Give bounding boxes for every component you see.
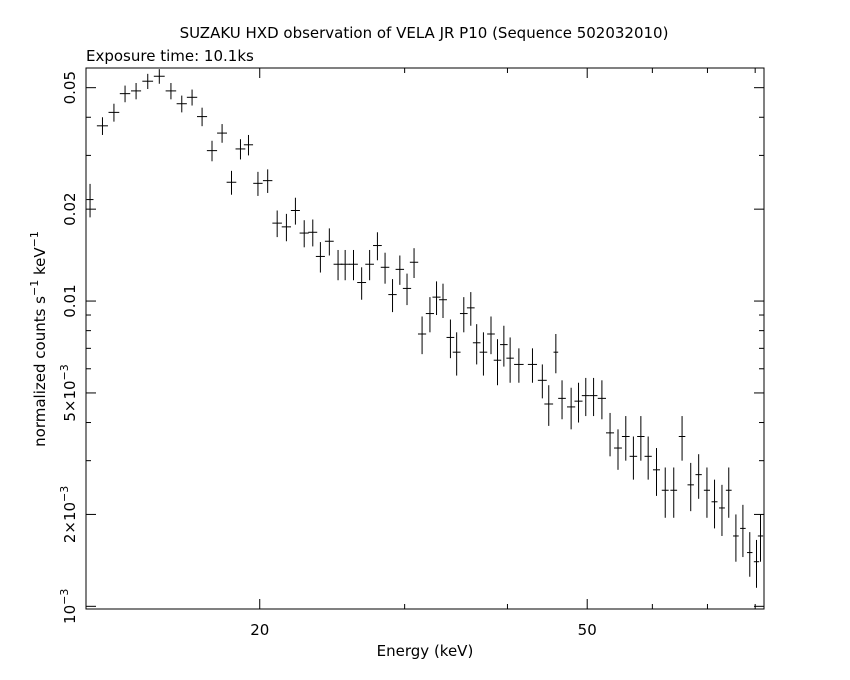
data-point bbox=[395, 255, 405, 285]
data-point bbox=[605, 412, 615, 457]
data-point bbox=[581, 377, 590, 417]
data-point bbox=[544, 385, 554, 426]
data-point bbox=[452, 332, 461, 376]
data-point bbox=[574, 382, 583, 423]
data-points bbox=[86, 69, 764, 588]
data-point bbox=[226, 170, 237, 195]
y-tick-label: 0.02 bbox=[61, 192, 79, 225]
data-point bbox=[333, 249, 343, 281]
data-point bbox=[597, 380, 606, 420]
data-point bbox=[527, 348, 538, 383]
data-point bbox=[324, 228, 334, 256]
data-point bbox=[235, 139, 246, 160]
data-point bbox=[753, 539, 760, 588]
y-axis-ticks: 10−3 2×10−3 5×10−3 0.01 0.02 0.05 bbox=[58, 71, 764, 624]
data-point bbox=[652, 448, 661, 496]
data-point bbox=[153, 69, 165, 84]
data-point bbox=[500, 325, 508, 367]
data-point bbox=[86, 183, 94, 218]
data-point bbox=[621, 416, 630, 461]
data-point bbox=[176, 95, 187, 113]
data-point bbox=[373, 232, 382, 261]
data-point bbox=[130, 82, 142, 100]
data-point bbox=[349, 249, 358, 281]
data-point bbox=[472, 324, 481, 365]
data-point bbox=[299, 220, 309, 248]
data-point bbox=[243, 134, 254, 156]
data-point bbox=[514, 348, 524, 383]
data-point bbox=[402, 273, 412, 306]
data-point bbox=[119, 85, 131, 103]
data-point bbox=[409, 248, 419, 278]
data-point bbox=[142, 73, 154, 90]
data-point bbox=[253, 171, 263, 196]
data-point bbox=[196, 107, 208, 127]
y-tick-label: 0.01 bbox=[61, 284, 79, 317]
data-point bbox=[711, 479, 718, 529]
data-point bbox=[566, 387, 576, 430]
data-point bbox=[357, 267, 367, 300]
chart-title: SUZAKU HXD observation of VELA JR P10 (S… bbox=[180, 24, 669, 42]
data-point bbox=[217, 124, 228, 143]
data-point bbox=[537, 364, 547, 399]
data-point bbox=[281, 213, 292, 242]
data-point bbox=[290, 197, 300, 225]
data-point bbox=[703, 467, 710, 518]
data-point bbox=[629, 436, 638, 480]
plot-frame bbox=[85, 67, 765, 610]
data-point bbox=[165, 82, 177, 100]
data-point bbox=[365, 249, 374, 281]
x-tick-label: 50 bbox=[578, 621, 597, 639]
data-point bbox=[757, 514, 764, 562]
data-point bbox=[96, 117, 108, 135]
data-point bbox=[678, 416, 686, 461]
data-point bbox=[446, 319, 455, 359]
data-point bbox=[670, 467, 678, 518]
data-point bbox=[733, 514, 739, 562]
data-point bbox=[439, 283, 447, 318]
data-point bbox=[747, 532, 753, 577]
data-point bbox=[553, 333, 559, 374]
x-tick-label: 20 bbox=[250, 621, 269, 639]
data-point bbox=[206, 140, 218, 162]
y-axis-label: normalized counts s−1 keV−1 bbox=[28, 231, 49, 447]
data-point bbox=[493, 339, 502, 386]
data-point bbox=[695, 454, 702, 499]
data-point bbox=[687, 462, 694, 512]
y-tick-label: 10−3 bbox=[58, 589, 79, 624]
data-point bbox=[272, 210, 282, 238]
data-point bbox=[459, 297, 468, 333]
data-point bbox=[417, 316, 427, 355]
x-axis-ticks: 20 50 bbox=[250, 68, 756, 639]
data-point bbox=[558, 380, 566, 420]
data-point bbox=[725, 467, 732, 518]
x-axis-label: Energy (keV) bbox=[377, 642, 474, 660]
data-point bbox=[432, 281, 441, 316]
data-point bbox=[380, 252, 390, 284]
data-point bbox=[466, 292, 475, 326]
data-point bbox=[388, 279, 397, 313]
data-point bbox=[637, 416, 645, 461]
data-point bbox=[740, 504, 746, 558]
data-point bbox=[315, 242, 325, 273]
data-point bbox=[644, 436, 652, 480]
data-point bbox=[661, 467, 669, 518]
data-point bbox=[589, 377, 598, 417]
y-tick-label: 0.05 bbox=[61, 71, 79, 104]
data-point bbox=[425, 297, 435, 333]
data-point bbox=[308, 219, 318, 247]
data-point bbox=[719, 484, 725, 536]
data-point bbox=[340, 249, 350, 281]
data-point bbox=[479, 332, 488, 376]
data-point bbox=[506, 337, 514, 383]
y-tick-label: 5×10−3 bbox=[58, 364, 79, 421]
data-point bbox=[614, 429, 622, 470]
chart-subtitle: Exposure time: 10.1ks bbox=[86, 47, 254, 65]
y-tick-label: 2×10−3 bbox=[58, 486, 79, 543]
data-point bbox=[262, 169, 273, 193]
data-point bbox=[108, 103, 120, 122]
data-point bbox=[487, 316, 495, 355]
data-point bbox=[186, 89, 198, 106]
